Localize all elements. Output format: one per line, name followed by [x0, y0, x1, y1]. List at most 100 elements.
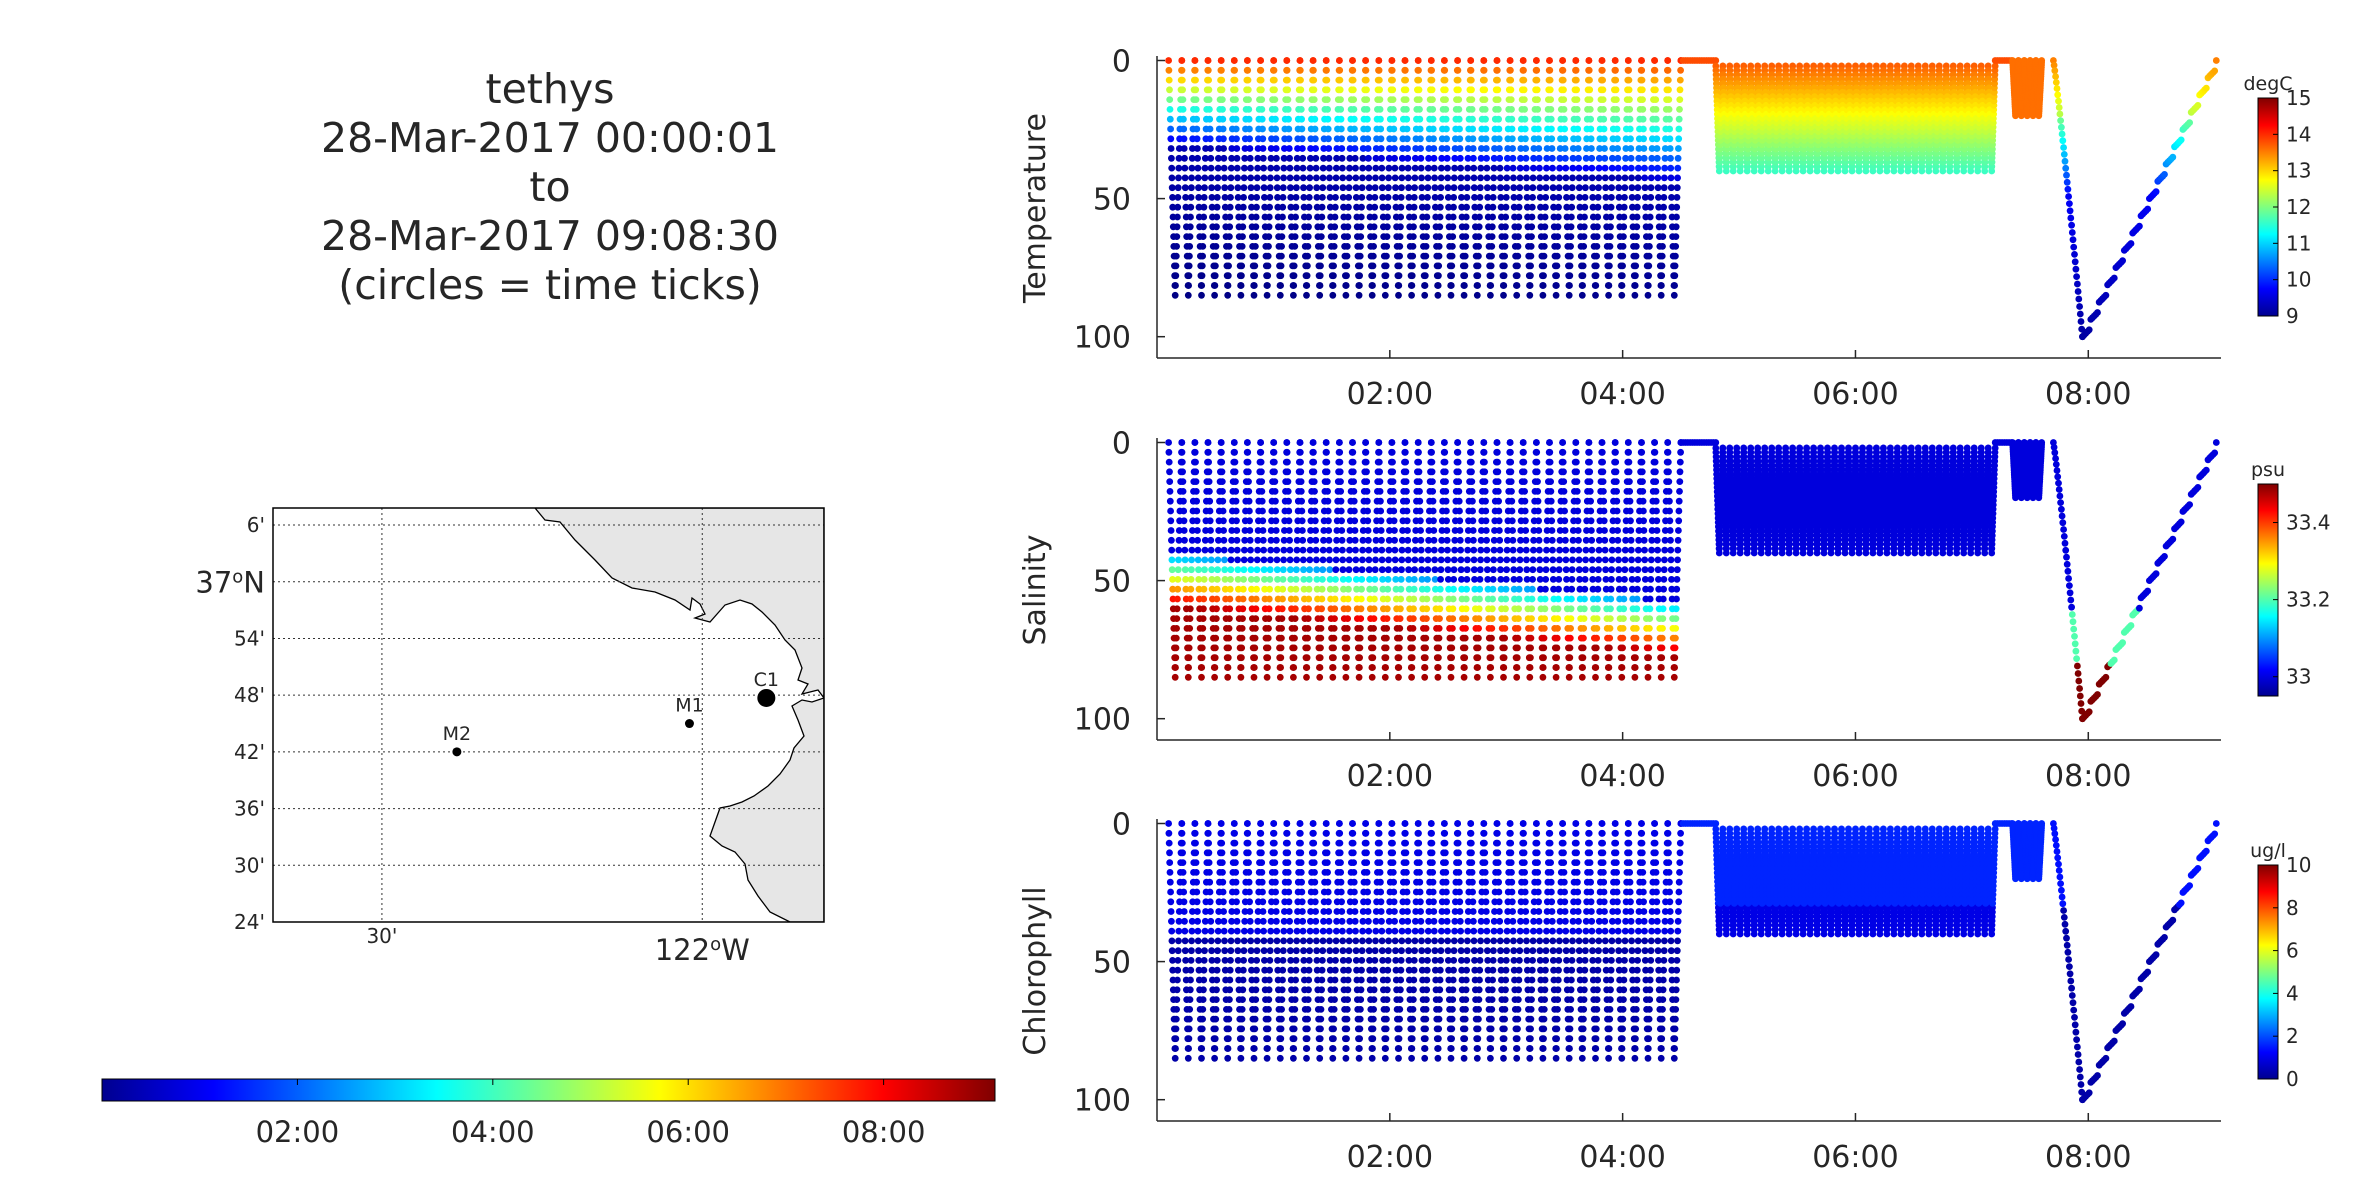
- data-point: [1319, 184, 1327, 192]
- data-point: [1612, 96, 1620, 103]
- data-point: [1608, 164, 1616, 172]
- data-point: [1304, 252, 1311, 260]
- data-point: [1253, 576, 1261, 583]
- data-point: [1316, 282, 1324, 289]
- data-point: [1430, 154, 1438, 162]
- data-point: [1618, 282, 1626, 289]
- data-point: [1480, 66, 1488, 74]
- data-point: [1309, 57, 1317, 64]
- time-colorbar-tick-label: 06:00: [646, 1115, 730, 1149]
- data-point: [1180, 135, 1188, 143]
- data-point: [1226, 585, 1234, 593]
- data-point: [1330, 252, 1338, 260]
- data-point: [1405, 194, 1413, 201]
- data-point: [2071, 258, 2079, 266]
- data-point: [1313, 184, 1321, 192]
- data-point: [1179, 478, 1187, 485]
- data-point: [1199, 252, 1206, 260]
- data-point: [1297, 76, 1304, 84]
- data-point: [1644, 282, 1652, 289]
- data-point: [1444, 194, 1452, 201]
- data-point: [1448, 252, 1456, 260]
- data-point: [1220, 164, 1228, 172]
- data-point: [1356, 272, 1363, 280]
- data-point: [1304, 233, 1312, 241]
- data-point: [1267, 154, 1275, 162]
- data-point: [2060, 144, 2068, 151]
- data-point: [1226, 605, 1234, 613]
- data-point: [1167, 145, 1175, 152]
- data-point: [1238, 634, 1246, 642]
- data-point: [1476, 184, 1484, 192]
- data-point: [1244, 439, 1251, 446]
- data-point: [1244, 448, 1252, 456]
- data-point: [1471, 203, 1479, 211]
- data-point: [1429, 106, 1437, 113]
- data-point: [1273, 184, 1281, 192]
- data-point: [1613, 125, 1621, 133]
- data-point: [1219, 125, 1227, 133]
- data-point: [1567, 243, 1574, 250]
- data-point: [1331, 595, 1339, 603]
- data-point: [1224, 664, 1232, 671]
- data-point: [1660, 203, 1667, 211]
- data-point: [1642, 203, 1649, 211]
- data-point: [1587, 135, 1595, 143]
- data-point: [1324, 125, 1332, 133]
- data-point: [1194, 145, 1201, 152]
- data-point: [1496, 174, 1504, 182]
- data-point: [1547, 106, 1555, 113]
- data-point: [1270, 439, 1278, 446]
- data-point: [1238, 252, 1246, 260]
- data-point: [1385, 174, 1392, 182]
- data-point: [1480, 57, 1488, 64]
- data-point: [1220, 527, 1227, 534]
- data-point: [1542, 203, 1549, 211]
- data-point: [1281, 145, 1288, 152]
- data-point: [1608, 174, 1616, 182]
- data-point: [1213, 605, 1220, 613]
- data-point: [1602, 194, 1610, 201]
- data-point: [1474, 272, 1482, 280]
- data-point: [1651, 66, 1659, 74]
- data-point: [1300, 184, 1307, 192]
- data-point: [1457, 164, 1464, 172]
- data-point: [1290, 654, 1298, 662]
- data-point: [1206, 125, 1214, 133]
- data-point: [1595, 164, 1603, 172]
- data-point: [1495, 115, 1502, 123]
- data-point: [1251, 654, 1258, 662]
- data-point: [2076, 303, 2084, 310]
- data-point: [1330, 625, 1338, 632]
- station-marker: [684, 719, 694, 729]
- data-point: [1522, 145, 1530, 152]
- data-point: [1535, 154, 1543, 162]
- data-point: [1534, 125, 1542, 133]
- data-point: [1417, 145, 1424, 152]
- data-point: [1411, 174, 1419, 182]
- data-point: [1582, 164, 1590, 172]
- data-point: [1181, 174, 1189, 182]
- data-point: [1220, 517, 1227, 525]
- data-point: [2069, 236, 2077, 244]
- data-point: [1173, 243, 1180, 250]
- data-point: [1451, 145, 1459, 152]
- data-point: [1456, 154, 1464, 162]
- data-point: [1191, 66, 1199, 74]
- data-point: [1614, 145, 1621, 152]
- data-point: [1646, 233, 1654, 241]
- data-point: [1482, 135, 1490, 143]
- data-point: [1245, 488, 1253, 495]
- data-point: [1575, 154, 1582, 162]
- data-point: [1573, 86, 1580, 94]
- data-point: [1530, 164, 1537, 172]
- data-point: [1562, 164, 1570, 172]
- data-point: [1326, 184, 1334, 192]
- data-point: [1323, 458, 1331, 466]
- data-point: [1212, 252, 1220, 260]
- data-point: [1297, 488, 1305, 495]
- data-point: [1365, 184, 1373, 192]
- data-point: [2152, 188, 2160, 196]
- data-point: [1336, 468, 1344, 476]
- data-point: [1653, 145, 1661, 152]
